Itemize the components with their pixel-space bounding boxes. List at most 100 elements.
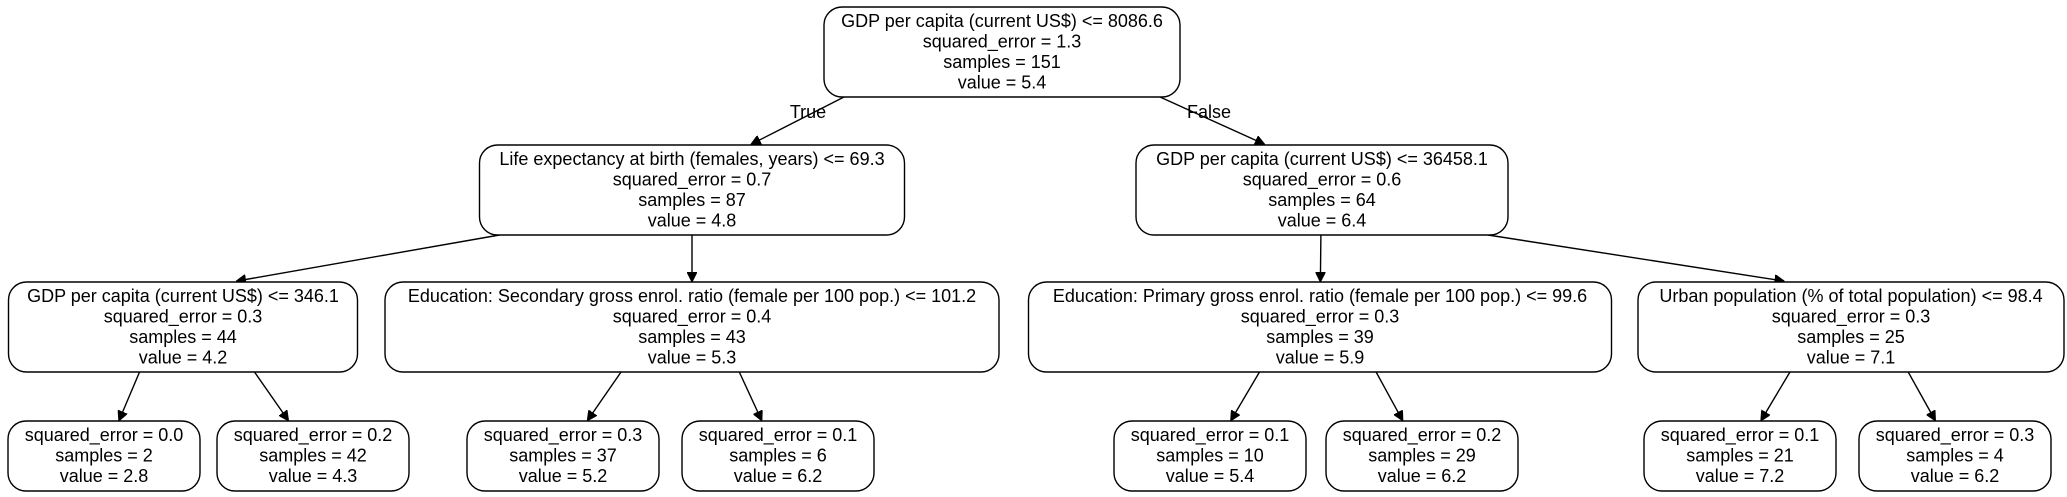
node-line: value = 5.3 — [648, 347, 737, 367]
node-line: squared_error = 0.3 — [1241, 306, 1400, 327]
tree-edge-n5-n12 — [1375, 371, 1402, 420]
node-line: squared_error = 0.4 — [613, 306, 772, 327]
node-line: samples = 37 — [509, 446, 617, 466]
node-box — [478, 144, 906, 236]
tree-edge-n2-n6 — [1487, 234, 1783, 281]
node-line: GDP per capita (current US$) <= 346.1 — [27, 286, 339, 306]
node-line: squared_error = 0.3 — [484, 425, 643, 446]
node-line: value = 6.2 — [1911, 466, 2000, 486]
node-line: squared_error = 0.1 — [1661, 425, 1820, 446]
tree-node-n2: GDP per capita (current US$) <= 36458.1s… — [1135, 144, 1509, 236]
tree-edge-n2-n5 — [1320, 234, 1321, 281]
node-box — [384, 281, 1000, 373]
node-line: squared_error = 0.2 — [1343, 425, 1502, 446]
node-line: value = 5.4 — [958, 72, 1047, 92]
tree-edge-n4-n10 — [738, 371, 761, 420]
node-line: squared_error = 0.3 — [1876, 425, 2035, 446]
tree-edge-n1-n3 — [237, 234, 500, 281]
tree-node-n4: Education: Secondary gross enrol. ratio … — [384, 281, 1000, 373]
node-line: samples = 4 — [1906, 446, 2004, 466]
tree-node-n6: Urban population (% of total population)… — [1637, 281, 2065, 373]
node-line: squared_error = 0.2 — [234, 425, 393, 446]
node-line: samples = 44 — [129, 327, 237, 347]
node-box — [823, 6, 1181, 98]
edge-label-false: False — [1187, 102, 1231, 122]
node-line: samples = 87 — [638, 190, 746, 210]
node-line: value = 5.9 — [1276, 347, 1365, 367]
node-box — [1027, 281, 1613, 373]
tree-node-n3: GDP per capita (current US$) <= 346.1squ… — [7, 281, 359, 373]
edges-layer — [119, 96, 1935, 420]
node-line: value = 7.1 — [1807, 347, 1896, 367]
node-line: Education: Secondary gross enrol. ratio … — [408, 286, 976, 306]
node-line: squared_error = 0.0 — [25, 425, 184, 446]
node-line: squared_error = 1.3 — [923, 31, 1082, 52]
tree-edge-n0-n2 — [1159, 96, 1264, 144]
node-line: samples = 42 — [259, 446, 367, 466]
tree-edge-n6-n14 — [1907, 371, 1935, 420]
node-line: value = 6.2 — [1378, 466, 1467, 486]
node-box — [1643, 420, 1837, 492]
edge-label-true: True — [790, 102, 826, 122]
node-box — [1113, 420, 1307, 492]
node-line: squared_error = 0.7 — [613, 169, 772, 190]
tree-node-n1: Life expectancy at birth (females, years… — [478, 144, 906, 236]
node-line: squared_error = 0.1 — [1131, 425, 1290, 446]
node-line: GDP per capita (current US$) <= 36458.1 — [1156, 149, 1488, 169]
node-line: squared_error = 0.1 — [699, 425, 858, 446]
node-line: Education: Primary gross enrol. ratio (f… — [1053, 286, 1587, 306]
tree-edge-n3-n7 — [119, 371, 141, 420]
node-box — [681, 420, 875, 492]
node-line: samples = 64 — [1268, 190, 1376, 210]
node-box — [7, 281, 359, 373]
node-line: value = 2.8 — [60, 466, 149, 486]
node-box — [7, 420, 201, 492]
node-line: GDP per capita (current US$) <= 8086.6 — [841, 11, 1163, 31]
node-line: value = 4.8 — [648, 210, 737, 230]
node-box — [1858, 420, 2052, 492]
node-line: value = 4.2 — [139, 347, 228, 367]
node-line: squared_error = 0.3 — [104, 306, 263, 327]
tree-node-n5: Education: Primary gross enrol. ratio (f… — [1027, 281, 1613, 373]
node-line: samples = 25 — [1797, 327, 1905, 347]
edge-labels-layer: True False — [790, 102, 1231, 122]
node-box — [466, 420, 660, 492]
nodes-layer: GDP per capita (current US$) <= 8086.6sq… — [7, 6, 2065, 492]
node-line: samples = 39 — [1266, 327, 1374, 347]
node-box — [1325, 420, 1519, 492]
node-box — [1135, 144, 1509, 236]
node-line: value = 6.4 — [1278, 210, 1367, 230]
node-line: Urban population (% of total population)… — [1659, 286, 2042, 306]
tree-edge-n6-n13 — [1761, 371, 1791, 420]
node-line: samples = 29 — [1368, 446, 1476, 466]
tree-edge-n4-n9 — [588, 371, 622, 420]
node-line: samples = 10 — [1156, 446, 1264, 466]
node-line: samples = 21 — [1686, 446, 1794, 466]
node-line: value = 6.2 — [734, 466, 823, 486]
node-box — [216, 420, 410, 492]
node-line: squared_error = 0.3 — [1772, 306, 1931, 327]
node-line: samples = 6 — [729, 446, 827, 466]
node-line: value = 5.4 — [1166, 466, 1255, 486]
node-line: value = 7.2 — [1696, 466, 1785, 486]
node-line: samples = 43 — [638, 327, 746, 347]
node-line: value = 4.3 — [269, 466, 358, 486]
node-line: squared_error = 0.6 — [1243, 169, 1402, 190]
node-line: samples = 151 — [943, 52, 1061, 72]
node-line: samples = 2 — [55, 446, 153, 466]
node-box — [1637, 281, 2065, 373]
tree-edge-n3-n8 — [253, 371, 288, 420]
tree-edge-n5-n11 — [1231, 371, 1261, 420]
tree-node-n0: GDP per capita (current US$) <= 8086.6sq… — [823, 6, 1181, 98]
node-line: Life expectancy at birth (females, years… — [499, 149, 884, 169]
node-line: value = 5.2 — [519, 466, 608, 486]
tree-edge-n0-n1 — [752, 96, 845, 144]
